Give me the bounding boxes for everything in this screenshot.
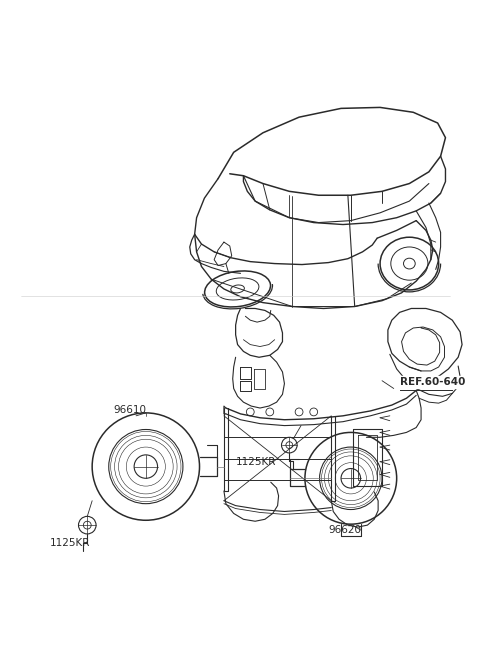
Text: 1125KR: 1125KR bbox=[236, 457, 276, 467]
Text: 1125KR: 1125KR bbox=[50, 538, 91, 548]
Text: 96620: 96620 bbox=[328, 525, 361, 535]
Text: 96610: 96610 bbox=[114, 405, 146, 415]
Text: REF.60-640: REF.60-640 bbox=[400, 377, 465, 386]
